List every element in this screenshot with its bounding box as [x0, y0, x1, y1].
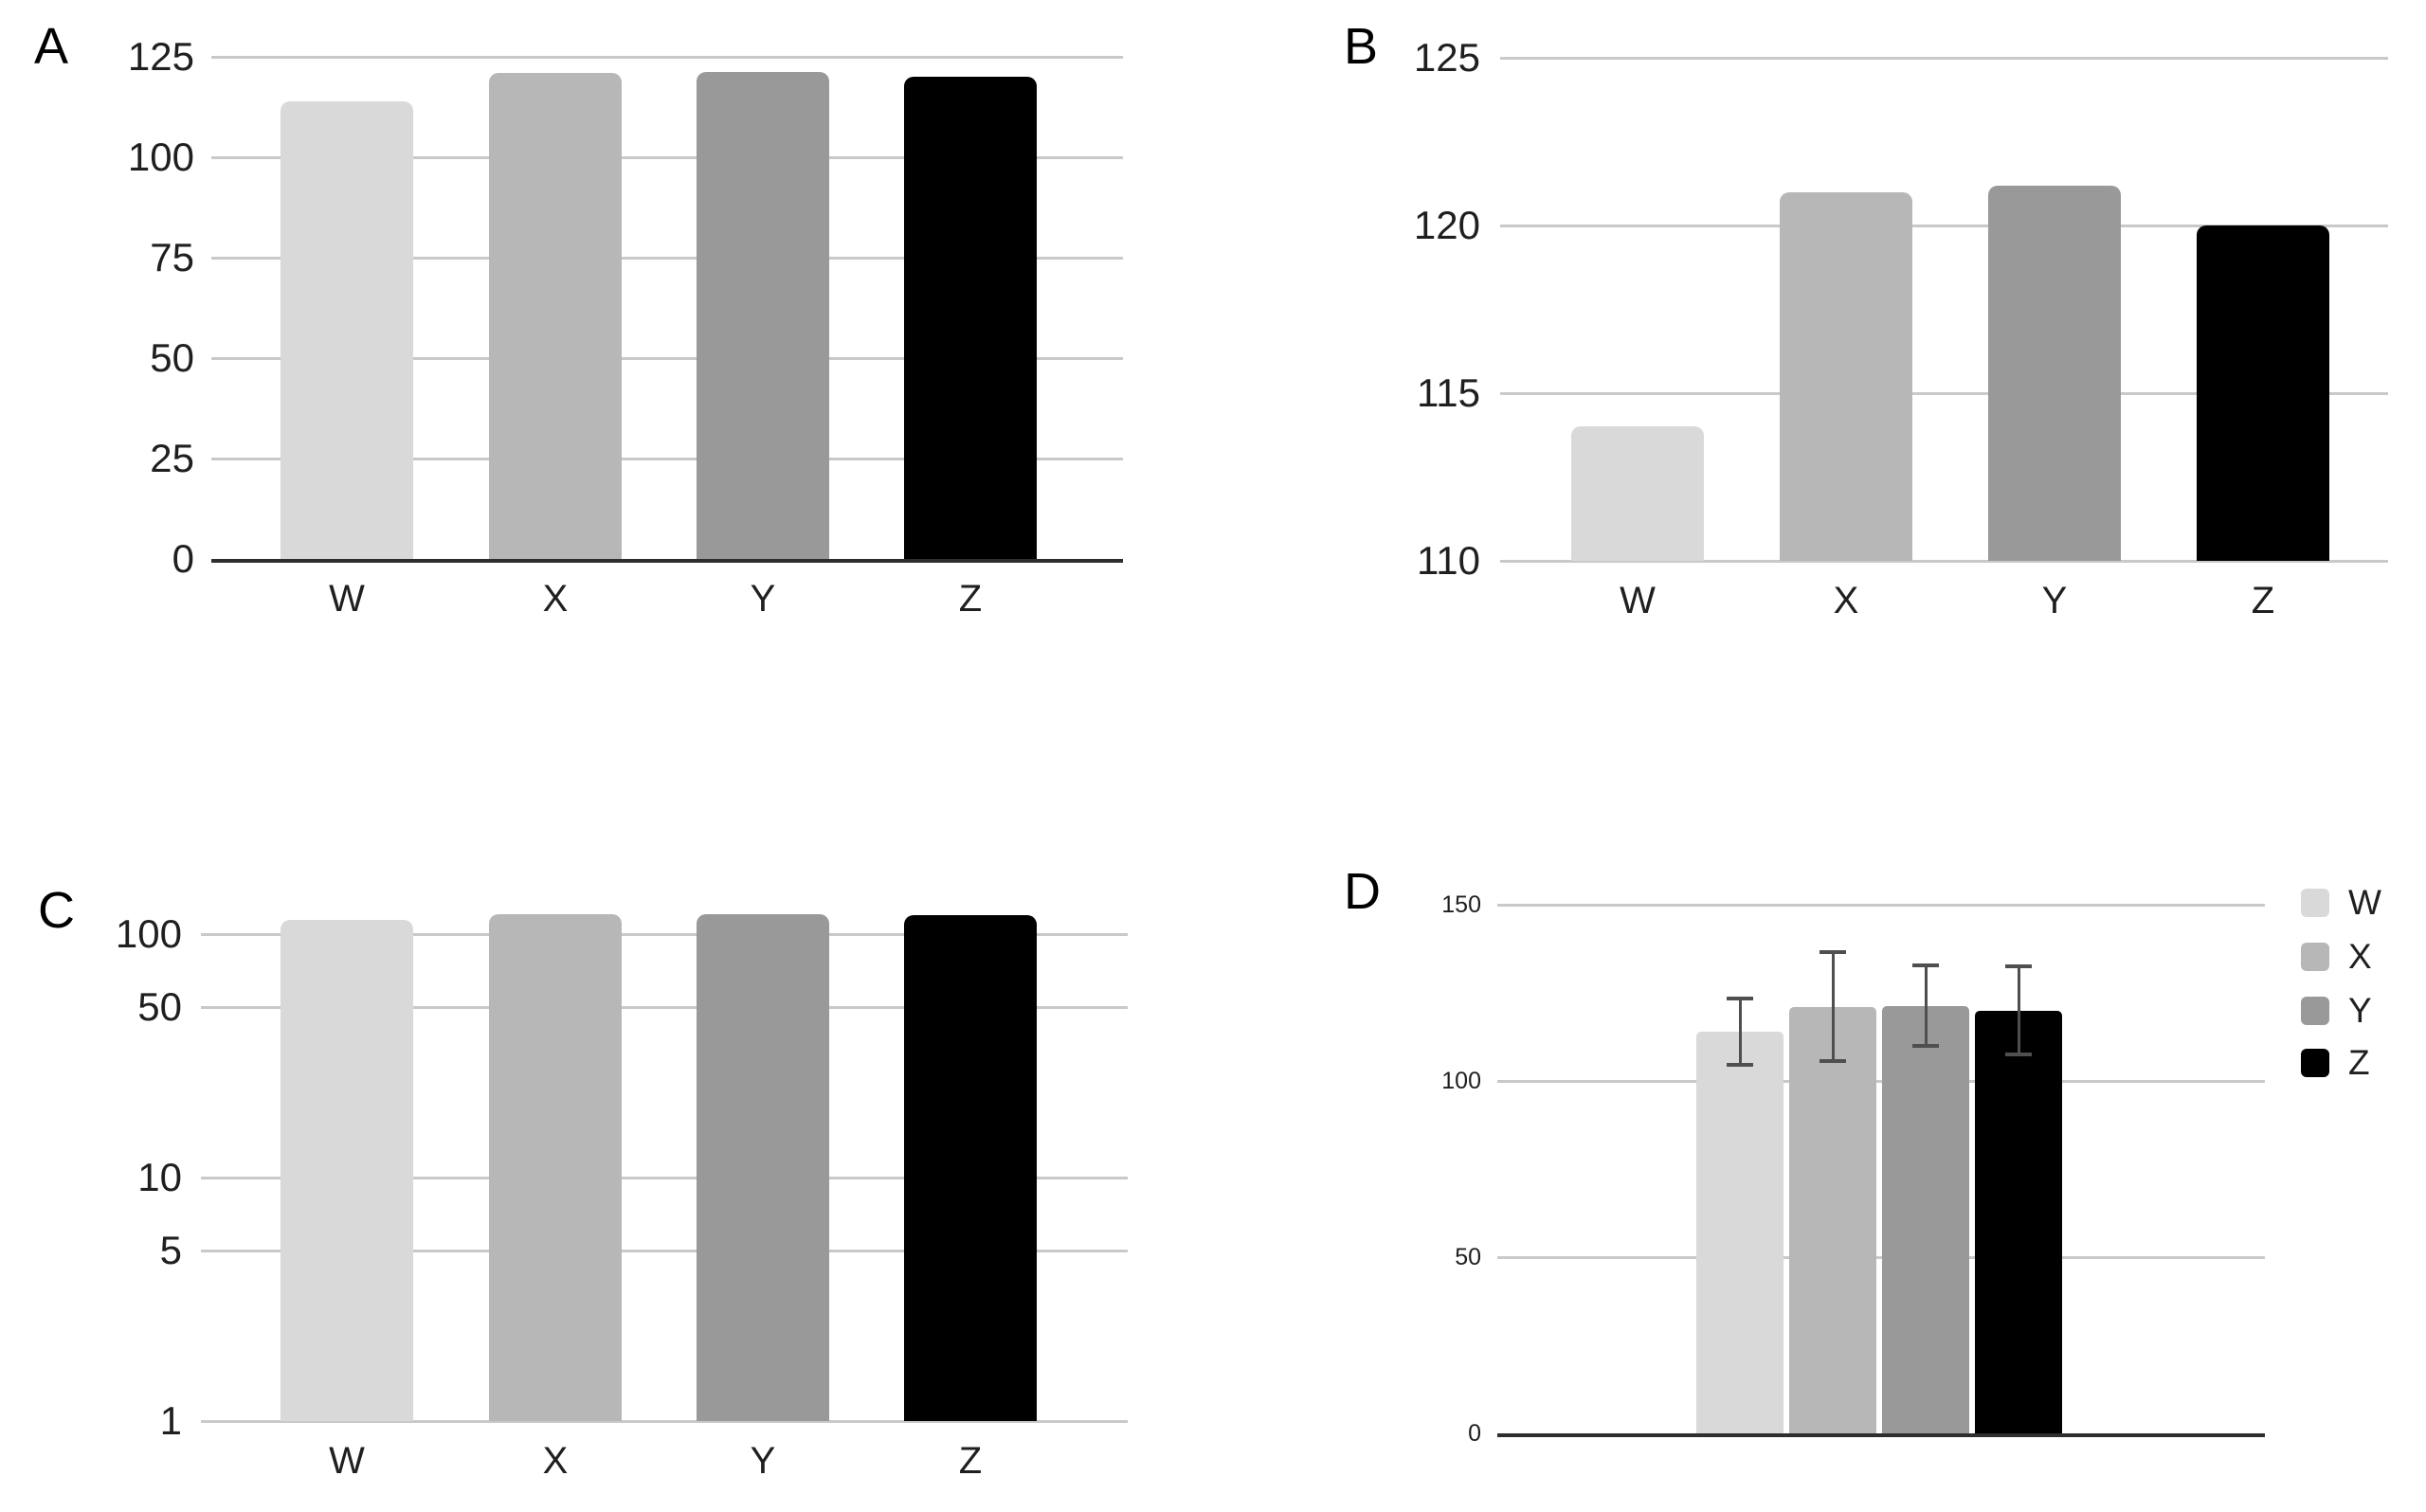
y-tick-label-100: 100	[115, 911, 182, 956]
x-category-label-x: X	[542, 578, 569, 620]
y-tick-label-50: 50	[1455, 1243, 1481, 1270]
x-category-label-y: Y	[2041, 580, 2068, 621]
bar-y	[697, 914, 829, 1421]
legend-label-y: Y	[2348, 991, 2372, 1030]
error-bar-w	[1727, 997, 1753, 1067]
gridline-100	[201, 932, 1128, 936]
y-tick-label-1: 1	[159, 1398, 182, 1443]
gridline-25	[211, 457, 1123, 460]
y-tick-label-100: 100	[127, 135, 194, 179]
x-category-label-x: X	[542, 1440, 569, 1482]
bar-w	[281, 101, 413, 559]
error-bar-cap-top	[1912, 963, 1939, 967]
legend-swatch-z	[2301, 1049, 2329, 1077]
y-tick-label-0: 0	[172, 536, 194, 581]
y-tick-label-120: 120	[1413, 203, 1480, 247]
gridline-100	[1497, 1079, 2265, 1083]
gridline-10	[201, 1176, 1128, 1179]
gridline-75	[211, 256, 1123, 260]
error-bar-cap-top	[2005, 964, 2032, 968]
panel-label-c: C	[38, 882, 75, 939]
error-bar-line	[1831, 950, 1835, 1063]
y-tick-label-0: 0	[1468, 1419, 1481, 1447]
bar-w	[1696, 1032, 1783, 1433]
bar-y	[1882, 1006, 1969, 1433]
gridline-50	[201, 1005, 1128, 1009]
axis-baseline-0	[1497, 1433, 2265, 1437]
error-bar-line	[2017, 964, 2020, 1056]
gridline-100	[211, 155, 1123, 159]
y-tick-label-50: 50	[137, 984, 182, 1029]
error-bar-cap-bottom	[1820, 1059, 1846, 1063]
y-tick-label-100: 100	[1441, 1067, 1481, 1094]
bar-z	[1975, 1011, 2062, 1433]
panel-label-b: B	[1344, 18, 1379, 75]
bar-z	[2197, 225, 2329, 561]
y-tick-label-50: 50	[150, 335, 194, 380]
bar-x	[1789, 1007, 1876, 1433]
x-category-label-w: W	[1620, 580, 1656, 621]
gridline-125	[1500, 56, 2388, 60]
bar-x	[489, 914, 622, 1421]
error-bar-cap-bottom	[1912, 1044, 1939, 1048]
gridline-5	[201, 1249, 1128, 1252]
bar-z	[904, 915, 1037, 1421]
y-tick-label-115: 115	[1417, 370, 1480, 415]
x-category-label-y: Y	[750, 578, 776, 620]
error-bar-cap-top	[1727, 997, 1753, 1000]
bar-y	[697, 72, 829, 559]
axis-baseline-110	[1500, 559, 2388, 563]
error-bar-z	[2005, 964, 2032, 1056]
error-bar-cap-bottom	[2005, 1053, 2032, 1056]
panel-label-a: A	[34, 18, 69, 75]
gridline-115	[1500, 391, 2388, 395]
bar-w	[1571, 426, 1704, 561]
legend-label-w: W	[2348, 883, 2381, 922]
error-bar-y	[1912, 963, 1939, 1048]
legend-swatch-y	[2301, 997, 2329, 1025]
legend-label-x: X	[2348, 937, 2372, 976]
x-category-label-z: Z	[2251, 580, 2275, 621]
y-tick-label-110: 110	[1417, 538, 1480, 583]
error-bar-cap-bottom	[1727, 1063, 1753, 1067]
error-bar-x	[1820, 950, 1846, 1063]
legend-label-z: Z	[2348, 1043, 2370, 1082]
y-tick-label-125: 125	[127, 34, 194, 79]
x-category-label-x: X	[1833, 580, 1859, 621]
x-category-label-w: W	[329, 1440, 365, 1482]
y-tick-label-125: 125	[1413, 35, 1480, 80]
legend-swatch-w	[2301, 889, 2329, 917]
y-tick-label-5: 5	[159, 1228, 182, 1272]
y-tick-label-10: 10	[137, 1155, 182, 1199]
y-tick-label-75: 75	[150, 235, 194, 279]
gridline-120	[1500, 224, 2388, 227]
axis-baseline-1	[201, 1419, 1128, 1423]
gridline-50	[211, 356, 1123, 360]
error-bar-line	[1924, 963, 1928, 1048]
gridline-150	[1497, 903, 2265, 907]
bar-z	[904, 77, 1037, 559]
x-category-label-z: Z	[958, 578, 983, 620]
panel-label-d: D	[1344, 863, 1381, 920]
bar-w	[281, 920, 413, 1421]
error-bar-cap-top	[1820, 950, 1846, 954]
x-category-label-z: Z	[958, 1440, 983, 1482]
x-category-label-w: W	[329, 578, 365, 620]
x-category-label-y: Y	[750, 1440, 776, 1482]
error-bar-line	[1738, 997, 1742, 1067]
y-tick-label-25: 25	[150, 436, 194, 480]
gridline-50	[1497, 1255, 2265, 1259]
bar-x	[1780, 192, 1912, 561]
legend-swatch-x	[2301, 943, 2329, 971]
gridline-125	[211, 55, 1123, 59]
y-tick-label-150: 150	[1441, 891, 1481, 918]
axis-baseline-0	[211, 559, 1123, 563]
bar-y	[1988, 186, 2121, 561]
bar-x	[489, 73, 622, 559]
